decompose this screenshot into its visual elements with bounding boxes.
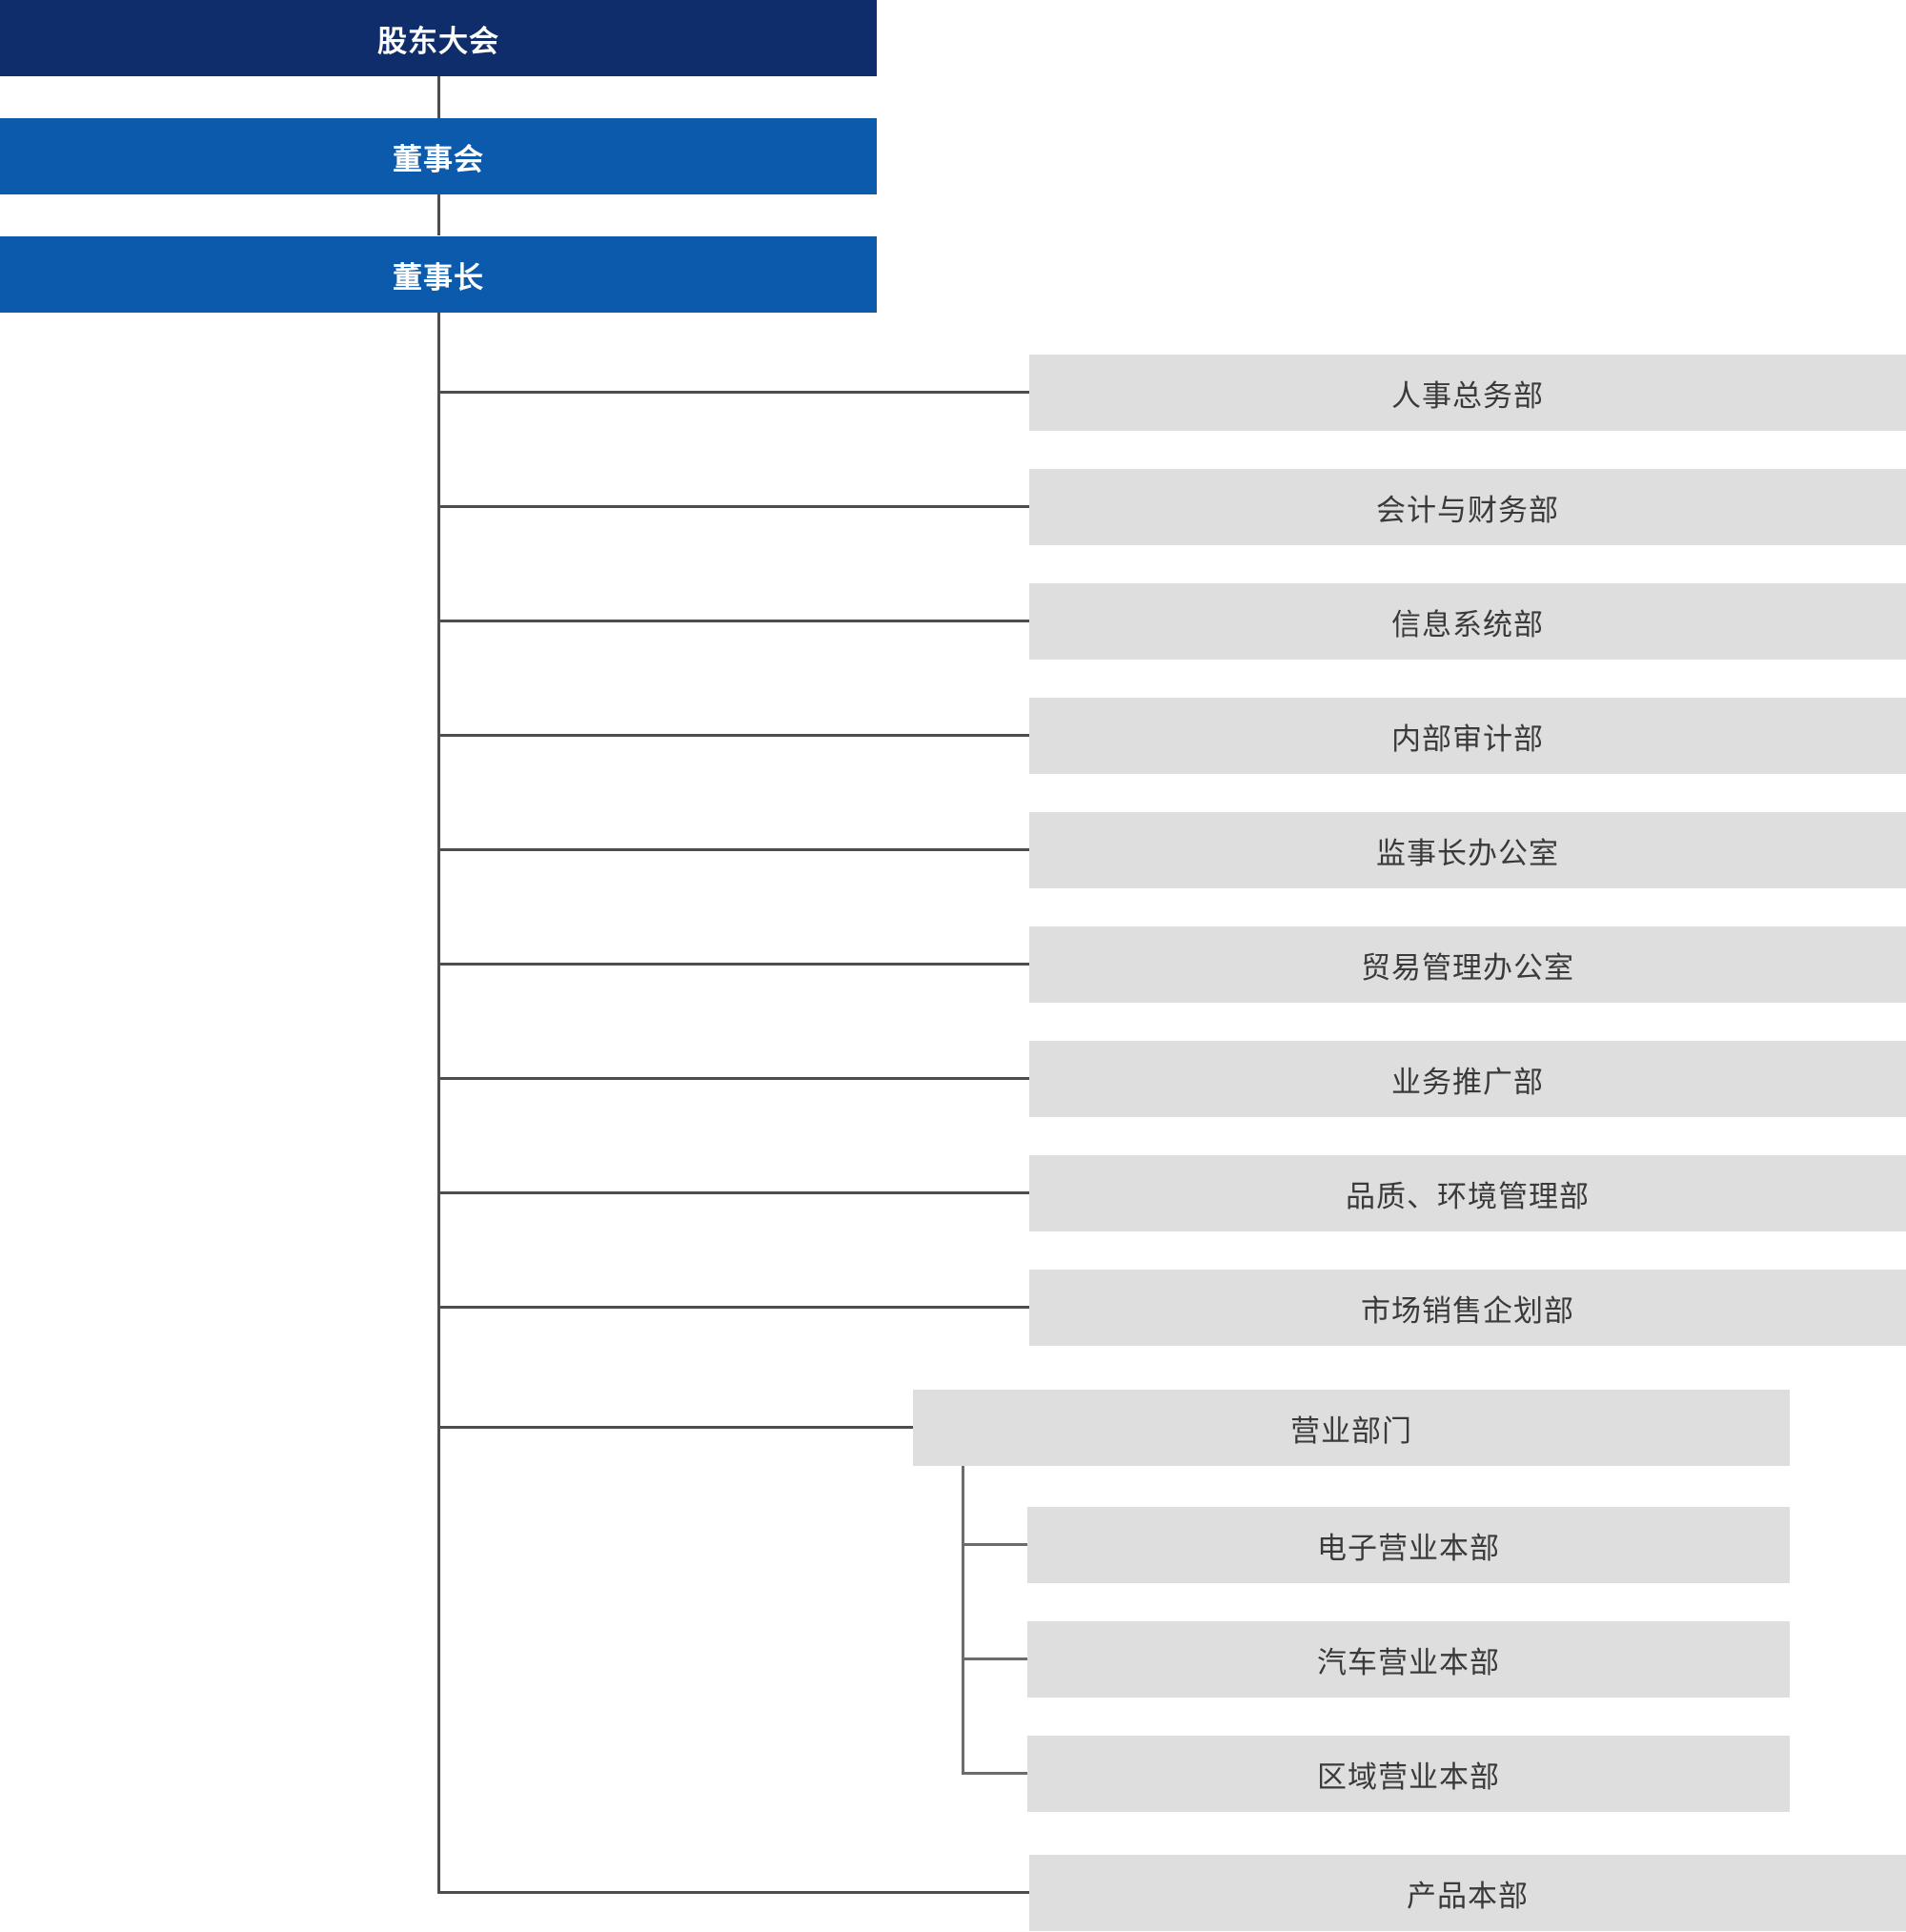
shareholders-meeting-box: 股东大会 <box>0 0 877 76</box>
sales-sub-trunk <box>962 1465 964 1775</box>
branch-line <box>437 620 1029 622</box>
branch-line <box>437 963 1029 966</box>
sales-sub-box-electronics: 电子营业本部 <box>1027 1507 1790 1583</box>
department-box-audit: 内部审计部 <box>1029 698 1906 774</box>
trunk-mid-connector <box>437 192 440 235</box>
main-trunk-line <box>437 309 440 1894</box>
sales-sub-box-automotive: 汽车营业本部 <box>1027 1621 1790 1698</box>
department-box-supervisor: 监事长办公室 <box>1029 812 1906 888</box>
board-of-directors-box: 董事会 <box>0 118 877 194</box>
branch-line-sales <box>437 1426 913 1429</box>
branch-line <box>437 391 1029 394</box>
chairman-box: 董事长 <box>0 236 877 313</box>
branch-line <box>437 1891 1029 1894</box>
department-box-marketing: 市场销售企划部 <box>1029 1270 1906 1346</box>
department-box-quality: 品质、环境管理部 <box>1029 1155 1906 1231</box>
branch-line <box>437 1306 1029 1309</box>
sales-sub-branch <box>962 1772 1027 1775</box>
department-box-promotion: 业务推广部 <box>1029 1041 1906 1117</box>
sales-sub-box-regional: 区域营业本部 <box>1027 1736 1790 1812</box>
department-box-finance: 会计与财务部 <box>1029 469 1906 545</box>
department-box-it: 信息系统部 <box>1029 583 1906 660</box>
branch-line <box>437 1077 1029 1080</box>
branch-line <box>437 848 1029 851</box>
trunk-top-connector <box>437 74 440 118</box>
department-box-trade: 贸易管理办公室 <box>1029 926 1906 1003</box>
branch-line <box>437 1191 1029 1194</box>
sales-sub-branch <box>962 1657 1027 1660</box>
branch-line <box>437 505 1029 508</box>
sales-sub-branch <box>962 1543 1027 1546</box>
department-box-product: 产品本部 <box>1029 1855 1906 1931</box>
branch-line <box>437 734 1029 737</box>
sales-division-box: 营业部门 <box>913 1390 1790 1466</box>
department-box-hr: 人事总务部 <box>1029 355 1906 431</box>
